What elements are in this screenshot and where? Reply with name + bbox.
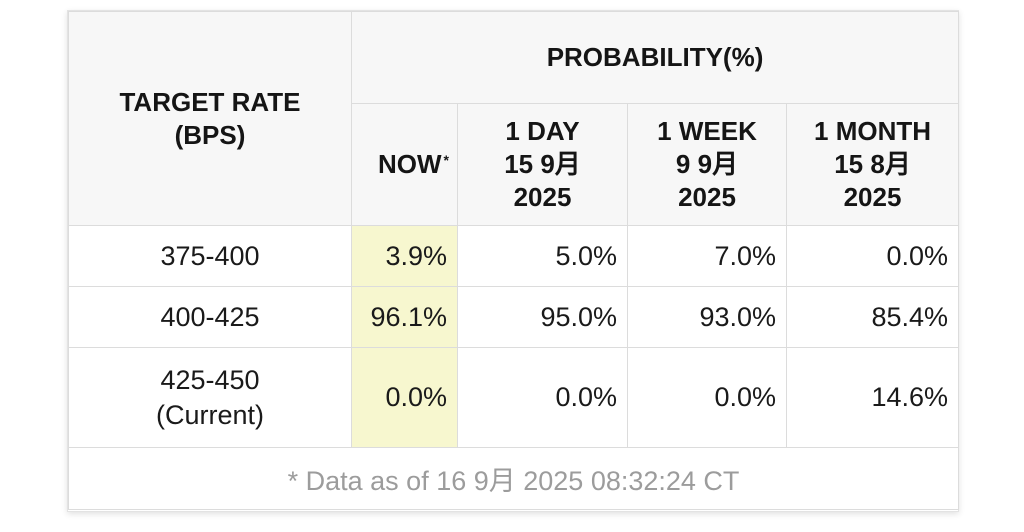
table-row: 425-450 (Current) 0.0% 0.0% 0.0% 14.6%	[68, 347, 960, 448]
day-probability-cell: 5.0%	[457, 225, 628, 287]
week-probability-cell: 7.0%	[627, 225, 787, 287]
target-rate-cell: 400-425	[68, 286, 352, 348]
target-rate-value: 425-450	[160, 364, 260, 395]
header-1-month-line1: 1 MONTH	[814, 116, 932, 146]
header-now: NOW *	[351, 103, 458, 226]
header-target-rate-line1: TARGET RATE	[119, 86, 301, 117]
footnote-row: * Data as of 16 9月 2025 08:32:24 CT	[67, 447, 960, 510]
header-now-label: NOW	[378, 149, 442, 179]
target-rate-value: 375-400	[160, 240, 260, 271]
header-probability: PROBABILITY(%)	[350, 11, 960, 104]
month-probability-cell: 14.6%	[785, 347, 960, 448]
header-1-month: 1 MONTH 15 8月 2025	[785, 103, 960, 226]
header-1-week-line2: 9 9月	[675, 149, 739, 179]
header-target-rate: TARGET RATE (BPS)	[68, 11, 352, 226]
week-probability-cell: 0.0%	[627, 347, 787, 448]
current-rate-note: (Current)	[155, 399, 264, 430]
month-probability-cell: 85.4%	[785, 286, 960, 348]
table-row: 375-400 3.9% 5.0% 7.0% 0.0%	[68, 225, 960, 287]
header-1-week-line1: 1 WEEK	[657, 116, 757, 146]
header-1-day: 1 DAY 15 9月 2025	[457, 103, 628, 226]
target-rate-cell: 425-450 (Current)	[68, 347, 352, 448]
probability-table-card: TARGET RATE (BPS) PROBABILITY(%) NOW * 1 …	[67, 10, 960, 512]
header-1-month-line2: 15 8月	[834, 149, 911, 179]
day-probability-cell: 95.0%	[457, 286, 628, 348]
now-probability-cell: 3.9%	[351, 225, 458, 287]
header-1-day-line2: 15 9月	[504, 149, 581, 179]
header-1-day-line3: 2025	[513, 182, 572, 212]
data-timestamp-footnote: * Data as of 16 9月 2025 08:32:24 CT	[67, 447, 960, 510]
month-probability-cell: 0.0%	[785, 225, 960, 287]
header-1-week-line3: 2025	[678, 182, 736, 212]
table-row: 400-425 96.1% 95.0% 93.0% 85.4%	[68, 286, 960, 348]
target-rate-cell: 375-400	[68, 225, 352, 287]
header-now-marker: *	[443, 152, 449, 168]
header-1-month-line3: 2025	[843, 182, 902, 212]
header-1-week: 1 WEEK 9 9月 2025	[627, 103, 787, 226]
header-1-day-line1: 1 DAY	[505, 116, 580, 146]
target-rate-value: 400-425	[160, 301, 260, 332]
week-probability-cell: 93.0%	[627, 286, 787, 348]
header-target-rate-line2: (BPS)	[174, 119, 246, 150]
now-probability-cell: 0.0%	[351, 347, 458, 448]
now-probability-cell: 96.1%	[351, 286, 458, 348]
day-probability-cell: 0.0%	[457, 347, 628, 448]
probability-table: TARGET RATE (BPS) PROBABILITY(%) NOW * 1 …	[67, 11, 960, 510]
